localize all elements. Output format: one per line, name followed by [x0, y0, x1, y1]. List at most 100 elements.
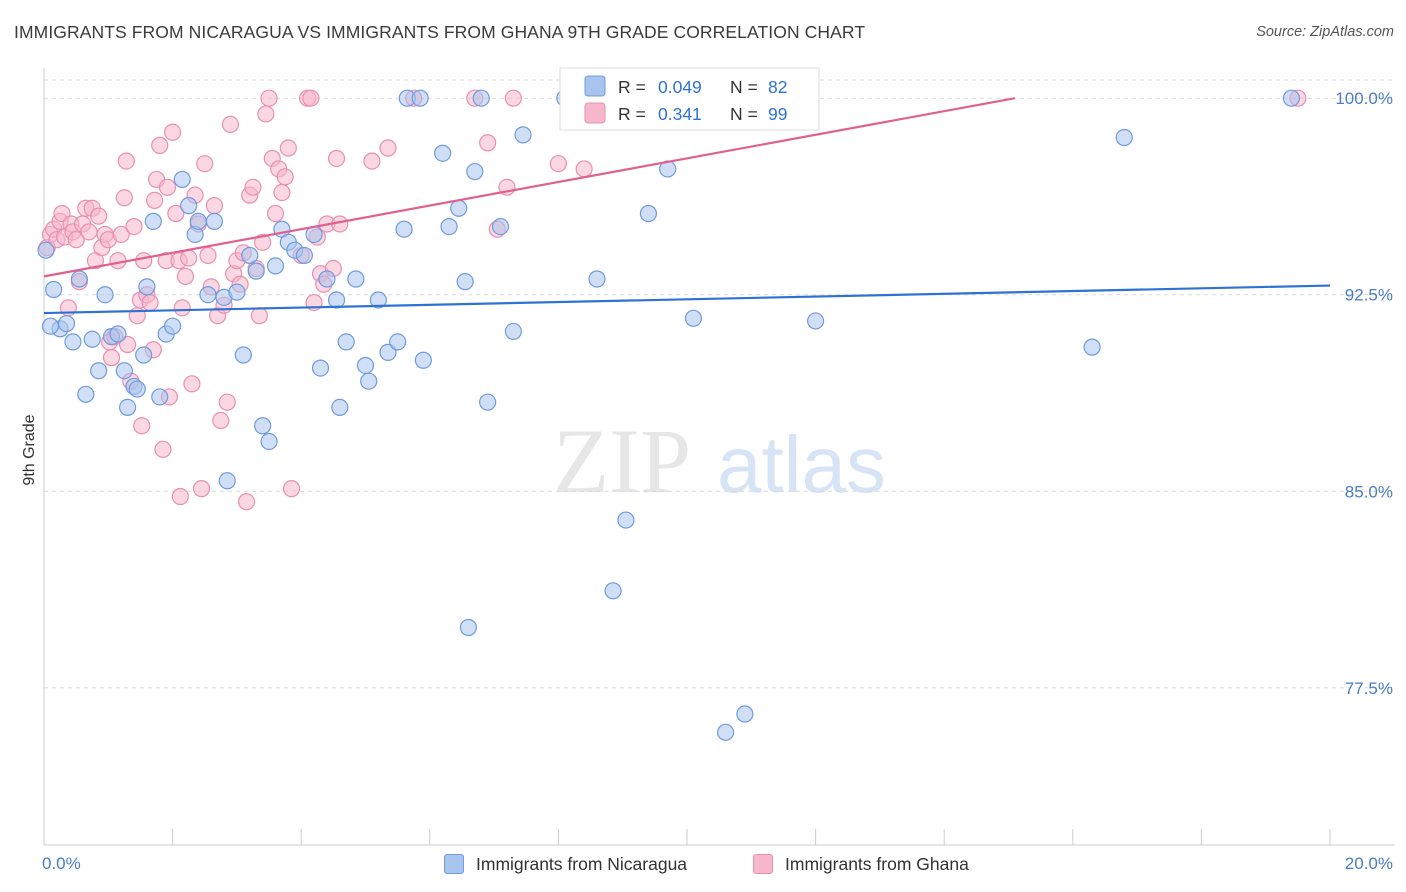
data-point [45, 280, 63, 299]
data-point [411, 89, 429, 107]
data-point [282, 480, 301, 498]
data-point [115, 362, 133, 380]
data-point [164, 317, 182, 335]
y-axis-title: 9th Grade [21, 414, 38, 485]
data-point [192, 480, 211, 498]
data-point [260, 432, 278, 451]
data-point [41, 317, 60, 335]
trend-line-nicaragua [43, 284, 1331, 315]
stats-legend-n-value-pink: 99 [768, 104, 787, 124]
data-point [466, 162, 484, 181]
data-point [327, 291, 346, 309]
data-point [173, 299, 191, 317]
data-point [244, 178, 262, 196]
data-point [196, 155, 214, 173]
data-point [205, 212, 223, 230]
data-point [639, 204, 658, 223]
stats-legend-n-value-blue: 82 [768, 77, 787, 97]
data-point [604, 582, 622, 600]
data-point [173, 170, 191, 189]
axes [43, 68, 1395, 846]
data-point [311, 359, 330, 377]
data-point [450, 199, 468, 217]
data-point [318, 270, 336, 288]
legend-label-ghana: Immigrants from Ghana [785, 853, 969, 874]
data-point [83, 330, 101, 348]
data-point [212, 411, 230, 430]
stats-legend-r-value-pink: 0.341 [658, 104, 702, 124]
data-point [180, 249, 198, 267]
data-point [218, 472, 236, 490]
data-point [67, 231, 85, 249]
data-point [57, 314, 76, 333]
data-point [218, 393, 236, 411]
stats-legend-n-label-pink: N = [730, 104, 758, 124]
data-point [90, 207, 108, 225]
data-point [135, 346, 153, 364]
data-point [459, 618, 477, 637]
data-point [117, 152, 135, 170]
data-point [575, 160, 593, 178]
data-point [736, 705, 754, 723]
data-point [135, 252, 153, 270]
data-point [145, 191, 164, 209]
x-tick-label-max: 20.0% [1345, 854, 1393, 873]
y-tick-label: 100.0% [1335, 89, 1393, 108]
data-point [138, 278, 156, 296]
data-point [389, 333, 407, 351]
y-tick-label: 77.5% [1345, 679, 1393, 698]
data-point [260, 89, 278, 107]
series-ghana-points [38, 89, 1307, 511]
data-point [77, 385, 95, 403]
data-point [151, 388, 169, 406]
y-tick-label: 85.0% [1345, 482, 1393, 501]
data-point [337, 333, 355, 351]
chart-title: IMMIGRANTS FROM NICARAGUA VS IMMIGRANTS … [14, 22, 866, 42]
data-point [128, 380, 146, 398]
data-point [37, 241, 55, 259]
data-point [141, 293, 159, 312]
data-point [295, 246, 314, 265]
data-point [241, 246, 259, 265]
data-point [189, 212, 207, 230]
data-point [395, 220, 413, 238]
data-point [118, 398, 137, 417]
watermark-atlas: atlas [717, 420, 886, 509]
stats-legend-swatch-blue [584, 75, 606, 97]
data-point [276, 168, 294, 186]
legend-swatch-nicaragua [444, 854, 464, 874]
data-point [64, 333, 82, 351]
data-point [266, 257, 285, 275]
data-point [180, 197, 198, 215]
y-tick-label: 92.5% [1345, 286, 1393, 305]
data-point [434, 144, 452, 162]
data-point [171, 487, 189, 506]
data-point [273, 183, 291, 202]
data-point [199, 246, 217, 265]
data-point [588, 270, 606, 288]
data-point [254, 417, 272, 435]
data-point [806, 312, 825, 330]
data-point [115, 189, 133, 207]
data-point [414, 351, 432, 369]
y-tick-labels: 77.5% 85.0% 92.5% 100.0% [1335, 89, 1393, 698]
data-point [504, 322, 522, 341]
data-point [102, 349, 121, 367]
data-point [479, 393, 497, 411]
stats-legend-swatch-pink [584, 102, 606, 124]
data-point [440, 218, 458, 236]
stats-legend-n-label-blue: N = [730, 77, 758, 97]
data-point [1115, 128, 1133, 147]
data-point [617, 511, 635, 529]
data-point [254, 233, 272, 251]
data-point [369, 291, 387, 309]
data-point [504, 89, 522, 107]
data-point [151, 136, 169, 154]
data-point [109, 252, 127, 270]
data-point [279, 139, 297, 157]
data-point [363, 152, 381, 170]
trend-line-ghana [43, 97, 1016, 278]
data-point [266, 204, 285, 223]
series-nicaragua-points [37, 89, 1301, 741]
stats-legend: R = 0.049 N = 82 R = 0.341 N = 99 [559, 67, 820, 131]
